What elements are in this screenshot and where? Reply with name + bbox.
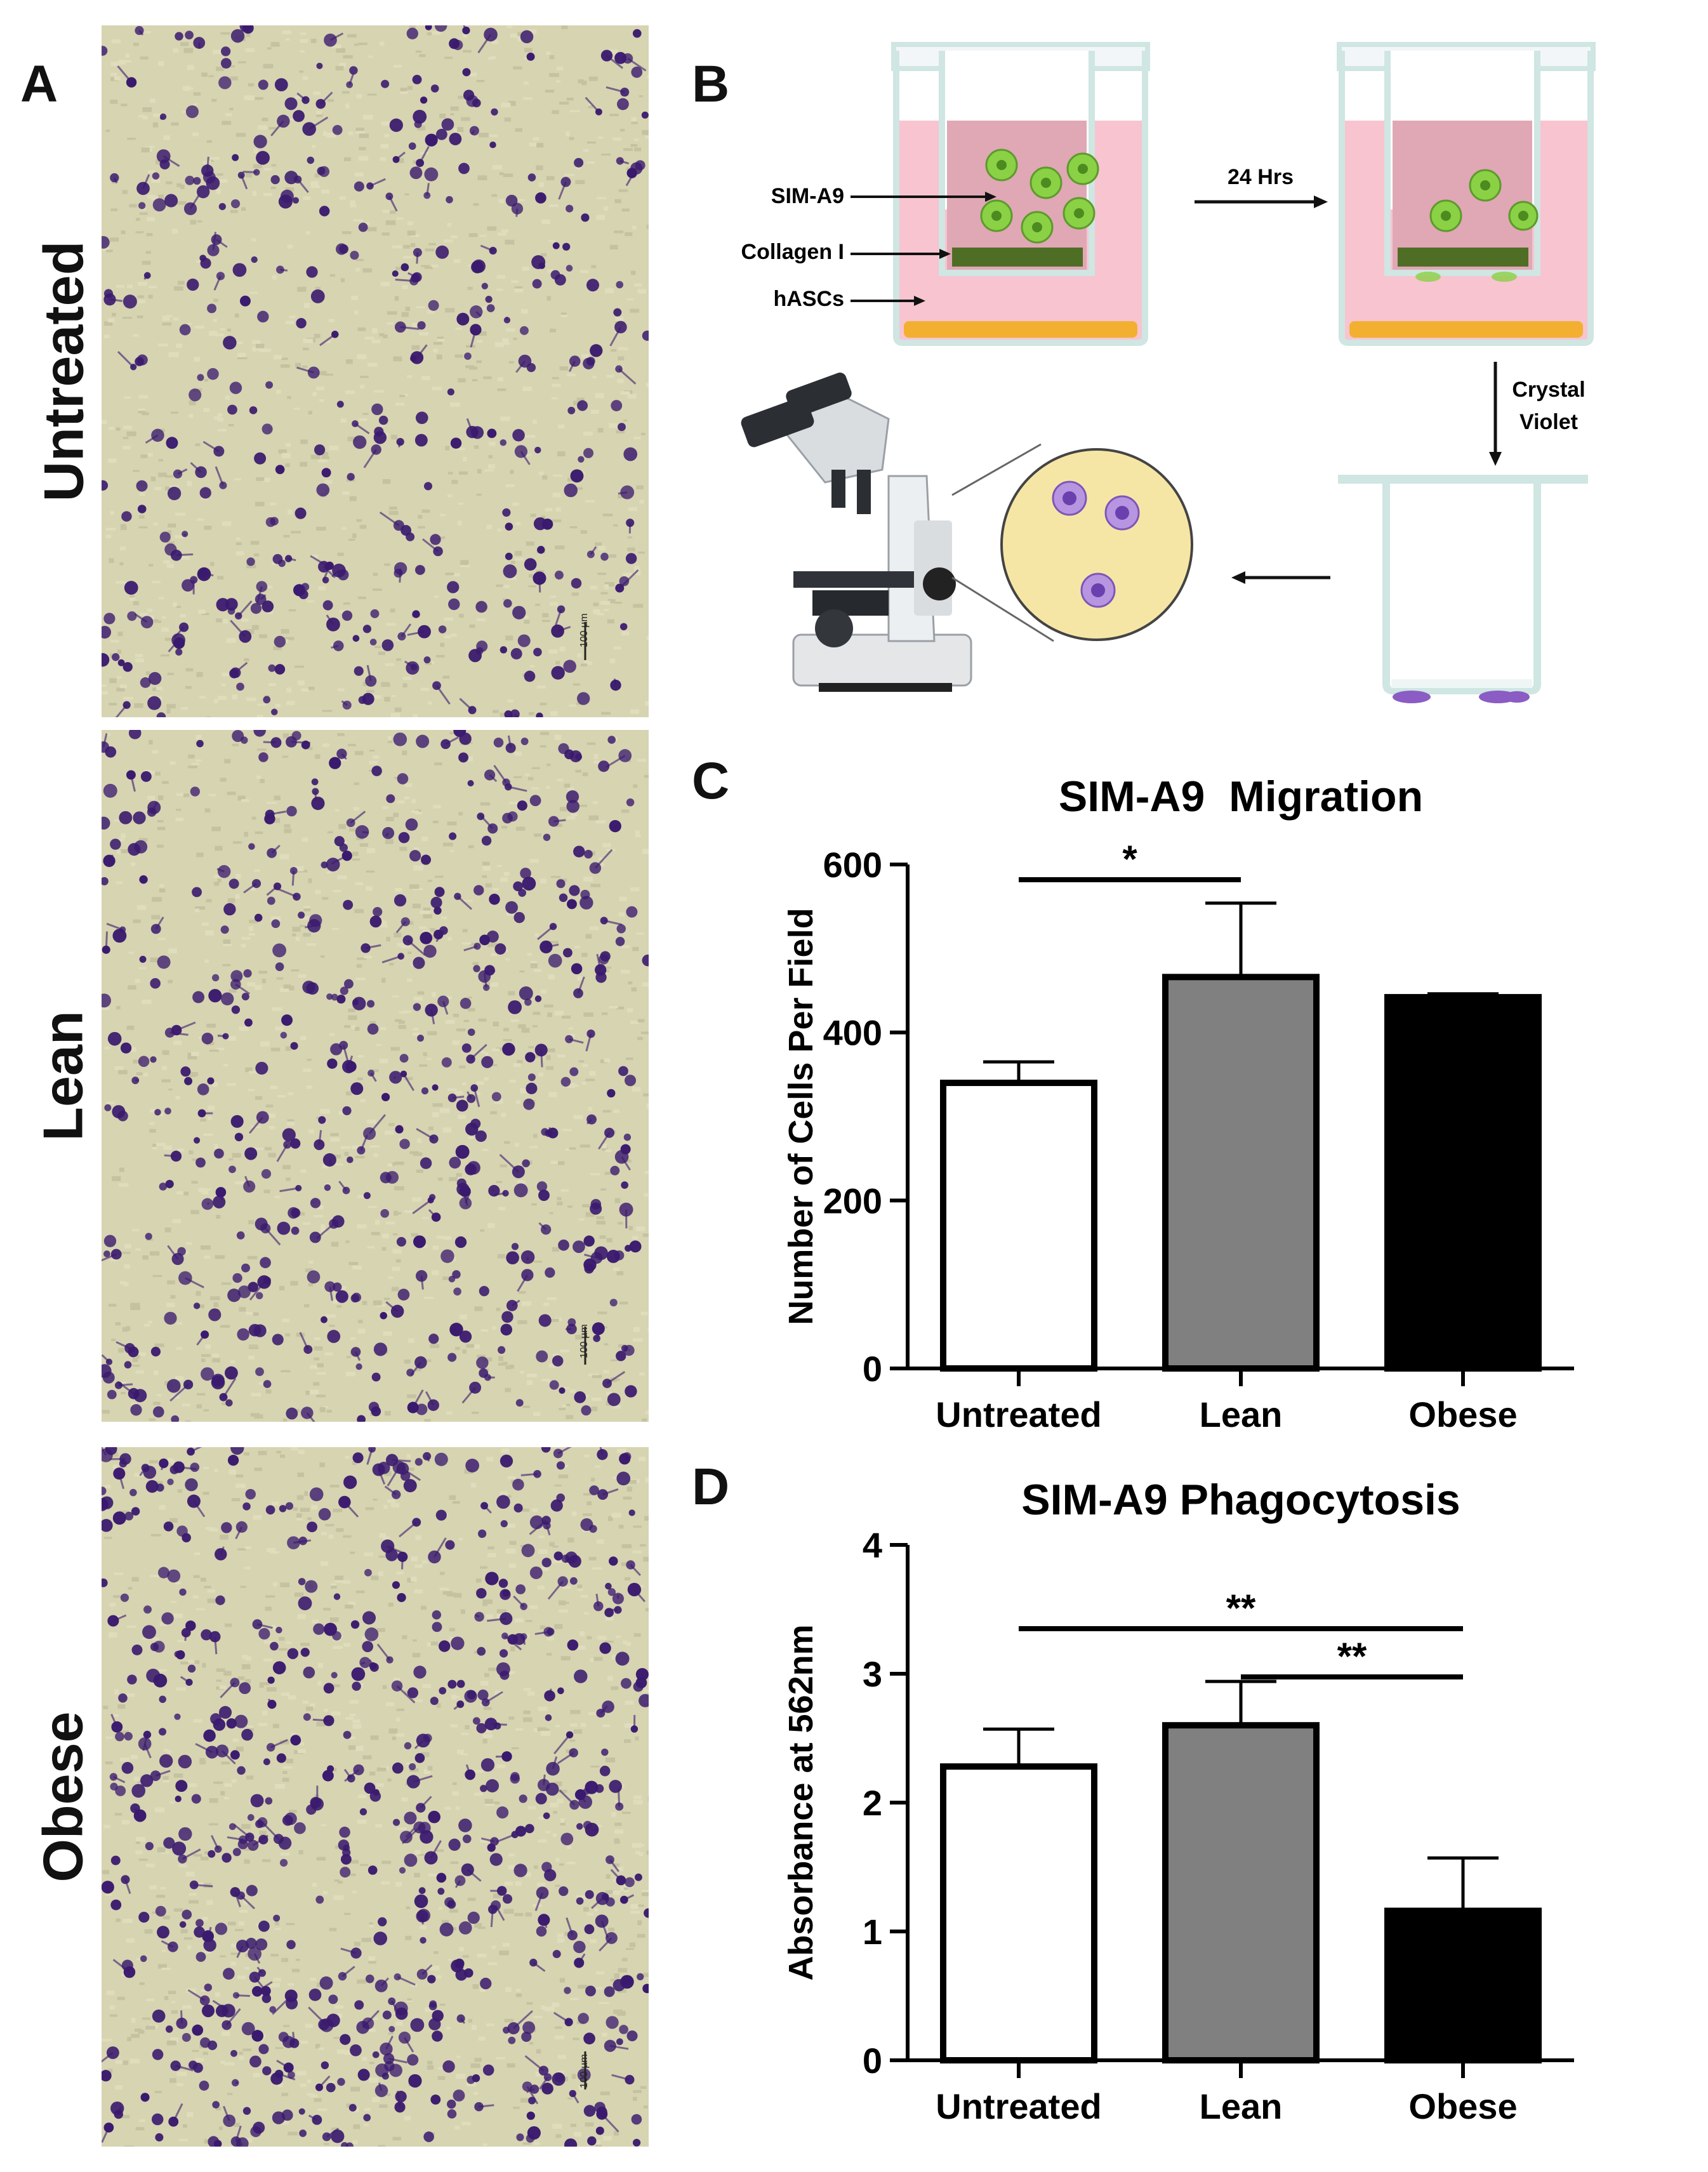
y-tick-label: 0 xyxy=(863,2041,882,2081)
scale-bar-label-untreated: 100 µm xyxy=(579,613,590,647)
micrograph-untreated xyxy=(102,25,649,717)
y-axis-label: Number of Cells Per Field xyxy=(782,908,820,1325)
transwell-schematic: SIM-A9 Collagen I hASCs 24 Hrs Crystal V… xyxy=(741,42,1596,703)
bar-lean xyxy=(1162,1722,1320,2063)
significance-label: * xyxy=(1122,838,1137,880)
micrograph-label-lean: Lean xyxy=(32,1010,95,1141)
significance-label: ** xyxy=(1337,1635,1367,1678)
y-tick-label: 200 xyxy=(823,1181,882,1221)
micrograph-label-untreated: Untreated xyxy=(32,241,95,502)
significance-label: ** xyxy=(1226,1587,1256,1629)
micrograph-obese xyxy=(102,1447,649,2147)
x-tick-label: Obese xyxy=(1408,2086,1517,2126)
magnified-field-icon xyxy=(1000,448,1193,641)
chart-title: SIM-A9 Migration xyxy=(1059,772,1423,821)
x-tick-label: Untreated xyxy=(936,2086,1101,2126)
label-crystal: Crystal xyxy=(1512,378,1585,402)
micrograph-texture xyxy=(102,25,649,717)
y-tick-label: 0 xyxy=(863,1349,882,1389)
y-axis-label: Absorbance at 562nm xyxy=(782,1624,820,1980)
stained-insert xyxy=(1338,475,1588,703)
x-tick-label: Obese xyxy=(1408,1394,1517,1434)
collagen-layer xyxy=(952,248,1083,267)
label-violet: Violet xyxy=(1519,410,1578,434)
panel-label-d: D xyxy=(692,1458,730,1516)
y-tick-label: 1 xyxy=(863,1912,882,1952)
microscope-icon xyxy=(741,373,972,692)
micrograph-texture xyxy=(102,730,649,1422)
transwell-well-after-24hrs xyxy=(1337,42,1596,346)
bar-untreated xyxy=(940,1080,1097,1372)
hasc-layer xyxy=(904,321,1137,338)
label-24hrs: 24 Hrs xyxy=(1228,165,1294,189)
scale-bar-label-lean: 100 µm xyxy=(579,1324,590,1358)
bar-obese xyxy=(1384,1907,1542,2064)
transwell-well-initial xyxy=(891,42,1150,346)
micrograph-lean xyxy=(102,730,649,1422)
label-sima9: SIM-A9 xyxy=(771,184,844,208)
panel-label-b: B xyxy=(692,55,730,113)
scale-bar-label-obese: 100 µm xyxy=(579,2054,590,2088)
panel-label-c: C xyxy=(692,752,730,810)
x-tick-label: Lean xyxy=(1200,1394,1283,1434)
bar-untreated xyxy=(940,1763,1097,2063)
x-tick-label: Untreated xyxy=(936,1394,1101,1434)
label-hascs: hASCs xyxy=(774,287,844,311)
micrograph-texture xyxy=(102,1447,649,2147)
y-tick-label: 400 xyxy=(823,1013,882,1053)
y-tick-label: 600 xyxy=(823,845,882,885)
migration-chart: SIM-A9 Migration Number of Cells Per Fiel… xyxy=(782,772,1574,1434)
label-collagen: Collagen I xyxy=(741,240,844,264)
micrograph-label-obese: Obese xyxy=(32,1711,95,1883)
chart-title: SIM-A9 Phagocytosis xyxy=(1021,1476,1460,1524)
panel-label-a: A xyxy=(20,55,58,113)
phagocytosis-chart: SIM-A9 Phagocytosis Absorbance at 562nm 0 1… xyxy=(782,1476,1574,2126)
y-tick-label: 4 xyxy=(863,1525,882,1565)
bar-lean xyxy=(1162,974,1320,1372)
y-tick-label: 3 xyxy=(863,1654,882,1694)
y-tick-label: 2 xyxy=(863,1783,882,1823)
bar-obese xyxy=(1384,994,1542,1372)
x-tick-label: Lean xyxy=(1200,2086,1283,2126)
